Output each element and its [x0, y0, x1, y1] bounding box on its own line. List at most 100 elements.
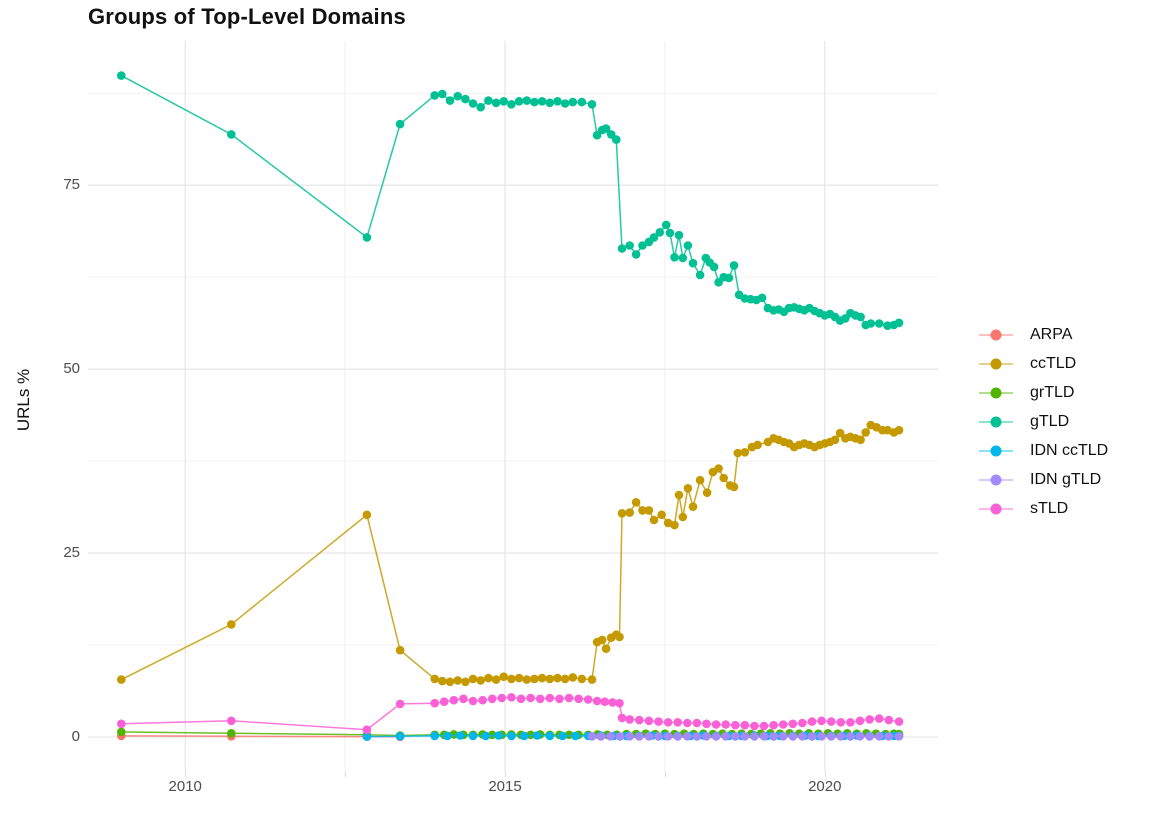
data-point-idn-cctld [395, 732, 405, 741]
data-point-gtld [874, 319, 884, 328]
data-point-stld [884, 715, 894, 725]
data-point-idn-gtld [635, 732, 644, 741]
data-point-gtld [688, 258, 698, 268]
data-point-gtld [649, 233, 659, 242]
data-point-grtld [526, 730, 535, 740]
data-point-cctld [830, 435, 840, 445]
data-point-idn-gtld [836, 732, 846, 741]
data-point-idn-gtld [759, 732, 769, 741]
data-point-cctld [753, 440, 762, 450]
data-point-cctld [714, 464, 723, 473]
data-point-stld [497, 693, 507, 703]
data-point-gtld [612, 135, 621, 144]
legend-label: sTLD [1030, 499, 1069, 517]
data-point-cctld [597, 635, 607, 645]
data-point-cctld [835, 428, 845, 438]
data-point-idn-gtld [731, 732, 740, 741]
data-point-cctld [545, 674, 555, 684]
data-point-idn-gtld [615, 732, 625, 741]
legend-key-icon [978, 383, 1014, 403]
data-point-cctld [674, 490, 684, 500]
data-point-stld [555, 694, 564, 704]
data-point-idn-gtld [846, 732, 855, 741]
legend-item-cctld: ccTLD [978, 349, 1158, 378]
x-axis-tick-mark [345, 771, 347, 777]
y-tick-label: 0 [71, 728, 80, 745]
data-point-gtld [695, 270, 705, 280]
data-point-stld [702, 719, 711, 729]
data-point-gtld [729, 261, 739, 270]
data-point-cctld [468, 674, 478, 684]
data-point-stld [600, 697, 610, 706]
legend: ARPA ccTLD grTLD gTLD IDN ccTLD IDN gTLD sTLD [978, 320, 1158, 523]
data-point-cctld [695, 475, 705, 485]
data-point-cctld [430, 674, 440, 684]
data-point-stld [608, 698, 617, 707]
data-point-gtld [507, 100, 516, 109]
series-line-gtld [120, 74, 900, 327]
series-line-arpa [121, 735, 401, 738]
data-point-stld [683, 718, 692, 728]
data-point-stld [740, 720, 750, 730]
data-point-idn-cctld [430, 731, 440, 741]
data-point-idn-gtld [817, 732, 826, 741]
data-point-gtld [445, 96, 455, 105]
data-point-gtld [617, 244, 627, 253]
data-point-stld [826, 717, 836, 726]
data-point-idn-gtld [750, 732, 759, 741]
y-axis-title: URLs % [14, 368, 33, 432]
data-point-stld [874, 714, 884, 723]
data-point-idn-gtld [894, 732, 904, 741]
data-point-stld [731, 720, 740, 730]
legend-key-icon [978, 354, 1014, 374]
data-point-cctld [678, 512, 688, 522]
data-point-cctld [499, 672, 509, 681]
data-point-stld [574, 694, 583, 704]
data-point-cctld [733, 448, 743, 458]
data-point-cctld [688, 502, 698, 512]
data-point-idn-gtld [807, 732, 817, 741]
data-point-idn-gtld [884, 732, 894, 741]
data-point-idn-cctld [362, 732, 372, 741]
data-point-cctld [530, 674, 539, 684]
data-point-idn-gtld [663, 732, 673, 741]
data-point-cctld [560, 674, 570, 684]
minor-gridlines [88, 41, 938, 771]
data-point-idn-gtld [606, 732, 615, 741]
legend-item-arpa: ARPA [978, 320, 1158, 349]
data-point-idn-gtld [692, 732, 702, 741]
data-point-gtld [537, 97, 547, 106]
data-point-gtld [560, 99, 570, 108]
data-point-idn-cctld [558, 731, 567, 741]
data-point-stld [865, 715, 874, 724]
data-point-idn-gtld [721, 732, 730, 741]
data-point-gtld [117, 71, 126, 80]
data-point-gtld [665, 228, 675, 238]
x-axis-tick-mark [664, 771, 666, 777]
data-point-cctld [601, 644, 611, 653]
data-point-gtld [678, 253, 688, 263]
data-point-gtld [438, 89, 447, 99]
data-point-stld [625, 715, 634, 724]
legend-label: ccTLD [1030, 354, 1077, 372]
data-point-gtld [577, 97, 587, 107]
data-point-gtld [227, 130, 236, 139]
data-point-cctld [657, 510, 666, 520]
data-point-gtld [430, 91, 440, 100]
y-tick-label: 50 [63, 360, 80, 378]
data-point-stld [468, 696, 478, 706]
data-point-cctld [568, 673, 578, 682]
data-point-stld [836, 718, 846, 727]
data-point-stld [673, 718, 682, 727]
data-point-idn-cctld [507, 731, 516, 741]
data-point-idn-gtld [596, 732, 606, 741]
data-point-cctld [484, 673, 493, 683]
data-point-idn-gtld [769, 732, 778, 741]
legend-key-icon [978, 412, 1014, 432]
data-point-stld [362, 725, 372, 734]
data-point-cctld [553, 673, 562, 683]
data-point-cctld [649, 515, 659, 525]
data-point-idn-gtld [855, 732, 865, 741]
data-point-gtld [491, 98, 501, 108]
data-point-stld [635, 715, 644, 725]
